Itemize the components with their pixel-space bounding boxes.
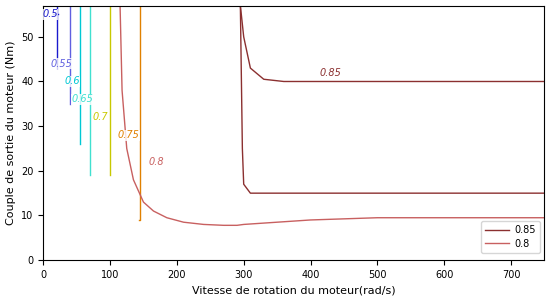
Text: 0.65: 0.65: [71, 94, 93, 104]
Text: 0.8: 0.8: [149, 157, 164, 167]
Text: 0.75: 0.75: [117, 130, 139, 140]
Y-axis label: Couple de sortie du moteur (Nm): Couple de sortie du moteur (Nm): [6, 41, 15, 225]
Text: 0.5: 0.5: [42, 10, 58, 20]
Legend: 0.85, 0.8: 0.85, 0.8: [481, 221, 540, 253]
Text: 0.6: 0.6: [64, 76, 80, 86]
X-axis label: Vitesse de rotation du moteur(rad/s): Vitesse de rotation du moteur(rad/s): [192, 285, 395, 296]
Text: 0.55: 0.55: [51, 59, 73, 69]
Text: 0.85: 0.85: [320, 67, 342, 78]
Text: 0.7: 0.7: [92, 112, 108, 122]
